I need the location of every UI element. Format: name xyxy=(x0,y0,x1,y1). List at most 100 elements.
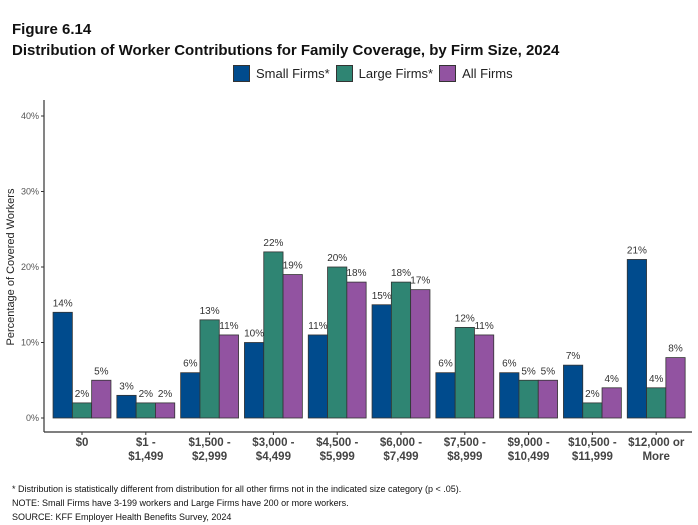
bar xyxy=(390,281,412,419)
data-label: 11% xyxy=(308,321,327,332)
x-tick-label: $0 xyxy=(76,437,89,449)
bar xyxy=(91,379,112,419)
data-label: 6% xyxy=(502,359,517,370)
bar xyxy=(537,379,558,419)
data-label: 15% xyxy=(372,291,392,302)
data-label: 17% xyxy=(410,276,430,287)
y-tick-label: 30% xyxy=(21,187,39,197)
legend-label: Large Firms* xyxy=(358,66,434,81)
x-tick-label: $4,499 xyxy=(256,451,291,463)
footnote: * Distribution is statistically differen… xyxy=(12,484,462,494)
data-label: 13% xyxy=(200,306,220,317)
legend-item-large: Large Firms* xyxy=(335,65,434,82)
data-label: 20% xyxy=(327,253,347,264)
bar xyxy=(244,342,265,419)
bar xyxy=(135,402,156,419)
bar xyxy=(52,311,73,419)
legend: Small Firms* Large Firms* All Firms xyxy=(233,65,519,82)
notes: * Distribution is statistically differen… xyxy=(12,482,461,524)
x-tick-label: $4,500 - xyxy=(316,437,358,449)
data-label: 5% xyxy=(541,366,556,377)
bar xyxy=(371,304,392,419)
source: SOURCE: KFF Employer Health Benefits Sur… xyxy=(12,512,232,522)
data-label: 11% xyxy=(474,321,493,332)
y-axis-label: Percentage of Covered Workers xyxy=(5,188,17,345)
x-tick-label: $6,000 - xyxy=(380,437,422,449)
bar xyxy=(665,357,686,419)
x-tick-label: $1,500 - xyxy=(188,437,230,449)
x-tick-label: $1 - xyxy=(136,437,156,449)
x-tick-label: $3,000 - xyxy=(252,437,294,449)
data-label: 22% xyxy=(263,238,283,249)
data-label: 7% xyxy=(566,351,581,362)
bar xyxy=(499,372,520,419)
x-tick-label: $11,999 xyxy=(572,451,613,463)
y-tick-label: 0% xyxy=(26,413,39,423)
y-tick-label: 10% xyxy=(21,338,39,348)
x-tick-label: $8,999 xyxy=(447,451,482,463)
bar xyxy=(282,274,303,419)
x-tick-label: $1,499 xyxy=(128,451,163,463)
y-tick-label: 40% xyxy=(21,111,39,121)
x-tick-label: More xyxy=(642,451,669,463)
bar xyxy=(435,372,456,419)
bar xyxy=(346,281,367,419)
legend-swatch xyxy=(335,65,353,82)
bar xyxy=(563,364,584,419)
bar xyxy=(601,387,622,419)
bar xyxy=(116,394,137,419)
chart-title: Distribution of Worker Contributions for… xyxy=(12,42,560,59)
figure-label: Figure 6.14 xyxy=(12,21,92,38)
legend-item-small: Small Firms* xyxy=(233,65,330,82)
data-label: 10% xyxy=(244,329,264,340)
bar xyxy=(218,334,239,419)
bar xyxy=(410,289,431,419)
legend-swatch xyxy=(439,65,457,82)
x-tick-label: $7,499 xyxy=(383,451,418,463)
x-tick-label: $5,999 xyxy=(320,451,355,463)
data-label: 6% xyxy=(183,359,198,370)
bar xyxy=(646,387,667,419)
bar xyxy=(327,266,348,419)
x-tick-label: $10,499 xyxy=(508,451,550,463)
bar xyxy=(180,372,201,419)
data-label: 18% xyxy=(346,268,366,279)
data-label: 19% xyxy=(283,261,303,272)
data-label: 8% xyxy=(668,344,683,355)
note: NOTE: Small Firms have 3-199 workers and… xyxy=(12,498,349,508)
bar xyxy=(454,326,475,419)
data-label: 2% xyxy=(139,389,154,400)
x-tick-label: $12,000 or xyxy=(628,437,685,449)
data-label: 4% xyxy=(604,374,619,385)
data-label: 4% xyxy=(649,374,664,385)
data-label: 2% xyxy=(75,389,90,400)
data-label: 5% xyxy=(94,366,109,377)
legend-label: All Firms xyxy=(462,66,513,81)
bar xyxy=(155,402,176,419)
legend-item-all: All Firms xyxy=(439,65,513,82)
data-label: 2% xyxy=(585,389,600,400)
bar xyxy=(307,334,328,419)
legend-swatch xyxy=(233,65,250,82)
bar xyxy=(263,251,284,419)
bar xyxy=(71,402,93,419)
legend-label: Small Firms* xyxy=(256,66,330,81)
data-label: 14% xyxy=(53,298,73,309)
bar xyxy=(518,379,539,419)
data-label: 21% xyxy=(627,245,647,256)
bar xyxy=(474,334,495,419)
y-tick-label: 20% xyxy=(21,262,39,272)
bar xyxy=(582,402,603,419)
bar xyxy=(199,319,220,419)
data-label: 12% xyxy=(455,313,475,324)
data-label: 6% xyxy=(438,359,453,370)
x-tick-label: $9,000 - xyxy=(507,437,549,449)
data-label: 2% xyxy=(158,389,173,400)
data-label: 3% xyxy=(119,381,134,392)
data-label: 18% xyxy=(391,268,411,279)
x-tick-label: $2,999 xyxy=(192,451,227,463)
bar xyxy=(626,259,647,419)
x-tick-label: $7,500 - xyxy=(444,437,486,449)
data-label: 5% xyxy=(521,366,536,377)
